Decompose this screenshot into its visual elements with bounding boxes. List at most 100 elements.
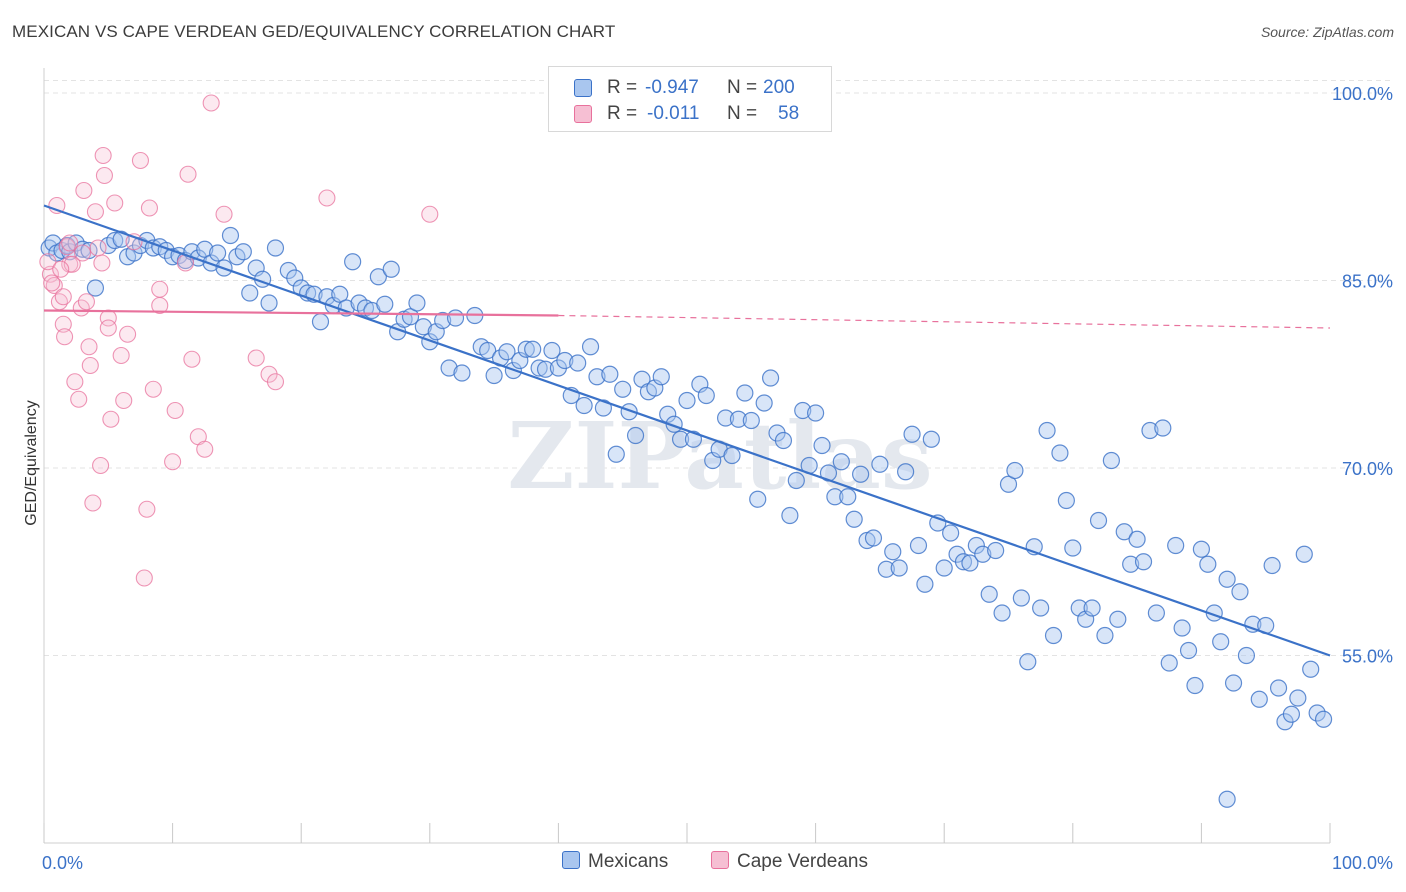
data-point-mexicans <box>498 343 516 361</box>
data-point-mexicans <box>671 430 690 448</box>
data-point-mexicans <box>1250 690 1268 708</box>
data-point-cape-verdeans <box>144 380 162 398</box>
data-point-mexicans <box>781 506 799 525</box>
data-point-mexicans <box>1096 626 1114 645</box>
data-point-cape-verdeans <box>119 325 137 343</box>
data-point-cape-verdeans <box>99 319 117 337</box>
data-point-mexicans <box>1199 555 1217 573</box>
data-point-cape-verdeans <box>179 165 197 183</box>
data-point-mexicans <box>1154 419 1172 437</box>
data-point-cape-verdeans <box>92 456 110 475</box>
data-point-cape-verdeans <box>106 194 124 212</box>
data-point-mexicans <box>581 338 600 356</box>
data-point-mexicans <box>536 360 555 378</box>
data-point-cape-verdeans <box>74 244 92 262</box>
bottom-legend-label-cape-verdeans: Cape Verdeans <box>737 851 868 872</box>
data-point-mexicans <box>884 543 902 561</box>
data-point-cape-verdeans <box>45 276 63 295</box>
bottom-legend-mexicans: Mexicans <box>562 851 668 873</box>
data-point-mexicans <box>588 368 606 386</box>
data-point-mexicans <box>774 431 793 450</box>
data-point-cape-verdeans <box>56 328 74 346</box>
data-point-cape-verdeans <box>86 203 104 221</box>
data-point-mexicans <box>479 341 497 360</box>
data-point-cape-verdeans <box>215 205 233 223</box>
data-point-mexicans <box>344 253 362 271</box>
legend-r-label: R = <box>607 77 638 98</box>
data-point-mexicans <box>974 545 992 563</box>
data-point-cape-verdeans <box>84 494 102 512</box>
data-point-cape-verdeans <box>80 338 98 356</box>
data-point-mexicans <box>697 386 715 405</box>
data-point-mexicans <box>890 559 908 577</box>
legend-swatch-mexicans <box>574 79 592 97</box>
data-point-mexicans <box>106 231 124 250</box>
data-point-mexicans <box>729 410 748 428</box>
y-axis-label: GED/Equivalency <box>23 400 40 525</box>
data-point-mexicans <box>909 536 928 555</box>
data-point-mexicans <box>1051 444 1069 462</box>
data-point-mexicans <box>1102 451 1120 470</box>
data-point-cape-verdeans <box>266 373 285 391</box>
legend-n-value: 58 <box>778 103 800 124</box>
data-point-mexicans <box>916 575 934 593</box>
data-point-mexicans <box>987 541 1005 560</box>
data-point-cape-verdeans <box>70 390 88 408</box>
data-point-cape-verdeans <box>164 453 182 471</box>
data-point-mexicans <box>736 384 754 402</box>
data-point-mexicans <box>1083 599 1101 617</box>
data-point-cape-verdeans <box>102 410 120 428</box>
data-point-mexicans <box>1212 633 1230 651</box>
data-point-mexicans <box>331 285 349 303</box>
data-point-mexicans <box>832 453 850 471</box>
data-point-cape-verdeans <box>131 151 149 170</box>
y-tick-labels: 100.0% 85.0% 70.0% 55.0% <box>1332 84 1393 667</box>
data-point-mexicans <box>1173 619 1191 637</box>
legend-row-mexicans: R = -0.947 N = 200 <box>549 75 831 103</box>
data-point-mexicans <box>1128 530 1146 548</box>
data-point-mexicans <box>196 240 214 258</box>
data-point-mexicans <box>813 436 831 455</box>
y-tick-label: 85.0% <box>1342 272 1393 292</box>
data-point-mexicans <box>1019 653 1037 671</box>
data-point-mexicans <box>569 354 587 372</box>
data-point-mexicans <box>1109 610 1127 628</box>
data-point-cape-verdeans <box>183 350 201 368</box>
data-point-mexicans <box>311 313 330 331</box>
data-point-mexicans <box>1218 570 1236 588</box>
data-point-mexicans <box>67 234 85 252</box>
source-label: Source: ZipAtlas.com <box>1260 24 1394 40</box>
legend-n-label: N = <box>727 77 758 98</box>
data-point-mexicans <box>556 351 574 370</box>
data-point-mexicans <box>1231 583 1249 601</box>
data-point-mexicans <box>1032 599 1050 617</box>
data-point-mexicans <box>614 380 632 398</box>
data-point-mexicans <box>1186 676 1204 695</box>
data-point-mexicans <box>1122 555 1140 573</box>
data-point-mexicans <box>903 425 921 443</box>
data-point-mexicans <box>871 455 889 473</box>
data-point-mexicans <box>1115 523 1133 541</box>
data-point-cape-verdeans <box>99 309 117 327</box>
data-point-cape-verdeans <box>166 401 184 420</box>
data-point-mexicans <box>594 399 613 417</box>
data-point-mexicans <box>221 226 240 245</box>
data-point-mexicans <box>794 401 812 420</box>
data-point-mexicans <box>993 604 1011 622</box>
data-point-mexicans <box>659 405 677 423</box>
data-point-mexicans <box>826 488 844 506</box>
data-point-mexicans <box>1089 511 1108 530</box>
y-tick-label: 100.0% <box>1332 84 1393 104</box>
data-point-mexicans <box>408 294 426 312</box>
data-point-cape-verdeans <box>115 391 133 410</box>
data-point-mexicans <box>1160 654 1178 672</box>
data-point-mexicans <box>414 318 432 336</box>
data-point-mexicans <box>755 394 773 412</box>
data-point-mexicans <box>234 243 252 261</box>
data-point-mexicans <box>260 294 278 312</box>
data-point-cape-verdeans <box>318 189 336 207</box>
data-point-mexicans <box>241 284 259 302</box>
data-point-cape-verdeans <box>138 500 156 518</box>
data-point-mexicans <box>1314 710 1333 728</box>
data-point-mexicans <box>716 409 735 427</box>
